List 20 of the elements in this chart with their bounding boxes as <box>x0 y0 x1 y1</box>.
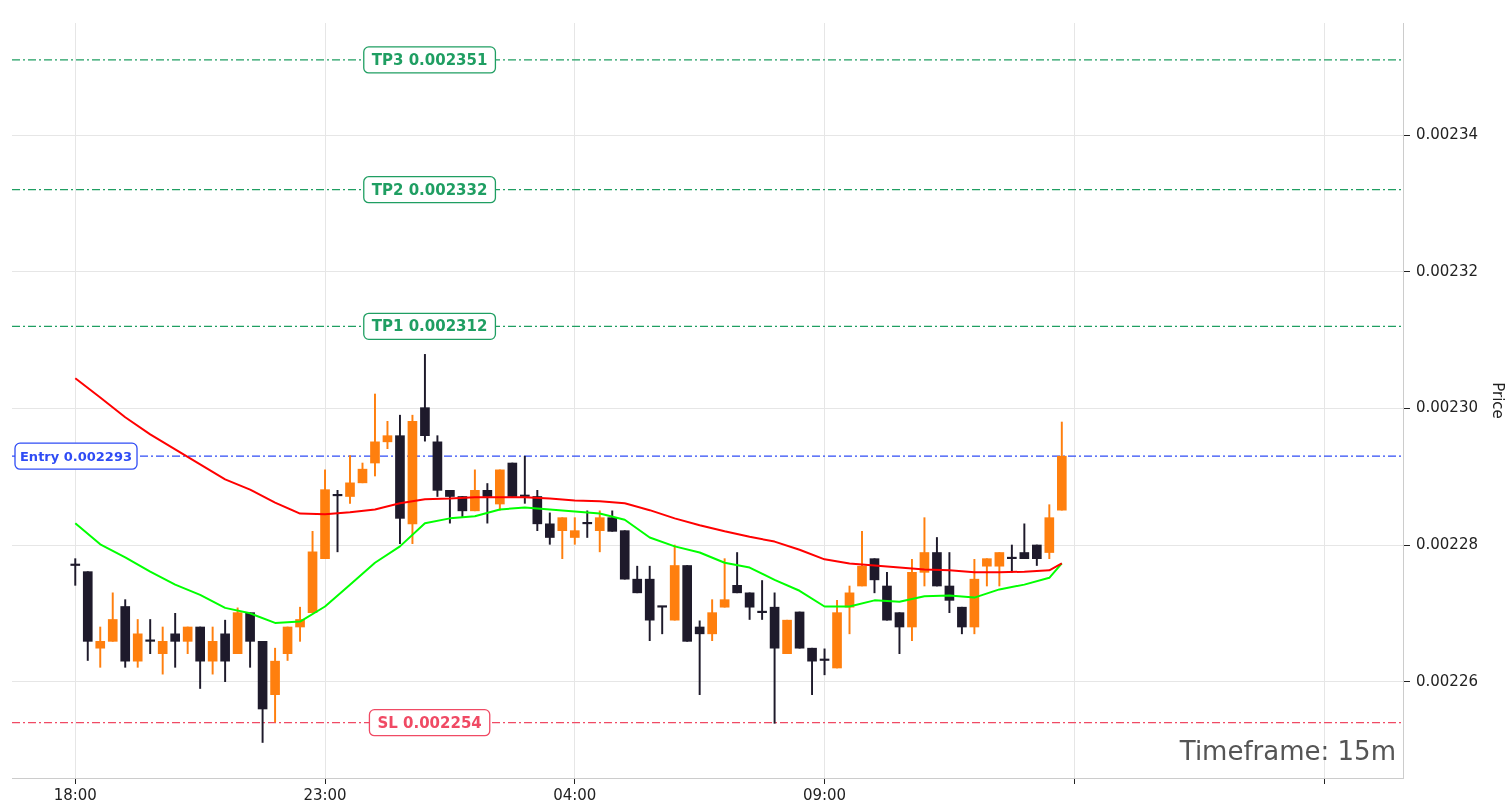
x-tick-label: 18:00 <box>53 785 97 804</box>
y-tick-label: 0.00226 <box>1415 671 1478 690</box>
ref-line-label: SL 0.002254 <box>377 713 482 732</box>
y-tick-label: 0.00234 <box>1415 124 1478 143</box>
y-tick-label: 0.00232 <box>1415 261 1478 280</box>
y-axis-title: Price <box>1489 382 1508 419</box>
x-tick-label: 04:00 <box>553 785 597 804</box>
ref-line-label: TP3 0.002351 <box>371 50 488 69</box>
candlestick <box>657 605 668 635</box>
y-tick-label: 0.00230 <box>1415 398 1478 417</box>
x-tick-label: 09:00 <box>802 785 847 804</box>
candlestick <box>145 619 156 654</box>
ref-line-label: Entry 0.002293 <box>19 448 133 464</box>
ref-line-label: TP1 0.002312 <box>371 317 488 336</box>
y-tick-label: 0.00228 <box>1415 534 1478 553</box>
annotation: Timeframe: 15m <box>1178 736 1396 766</box>
candlestick <box>757 580 767 620</box>
ref-line-label: TP2 0.002332 <box>371 180 488 199</box>
x-tick-label: 23:00 <box>303 785 347 804</box>
candlestick <box>70 558 81 586</box>
